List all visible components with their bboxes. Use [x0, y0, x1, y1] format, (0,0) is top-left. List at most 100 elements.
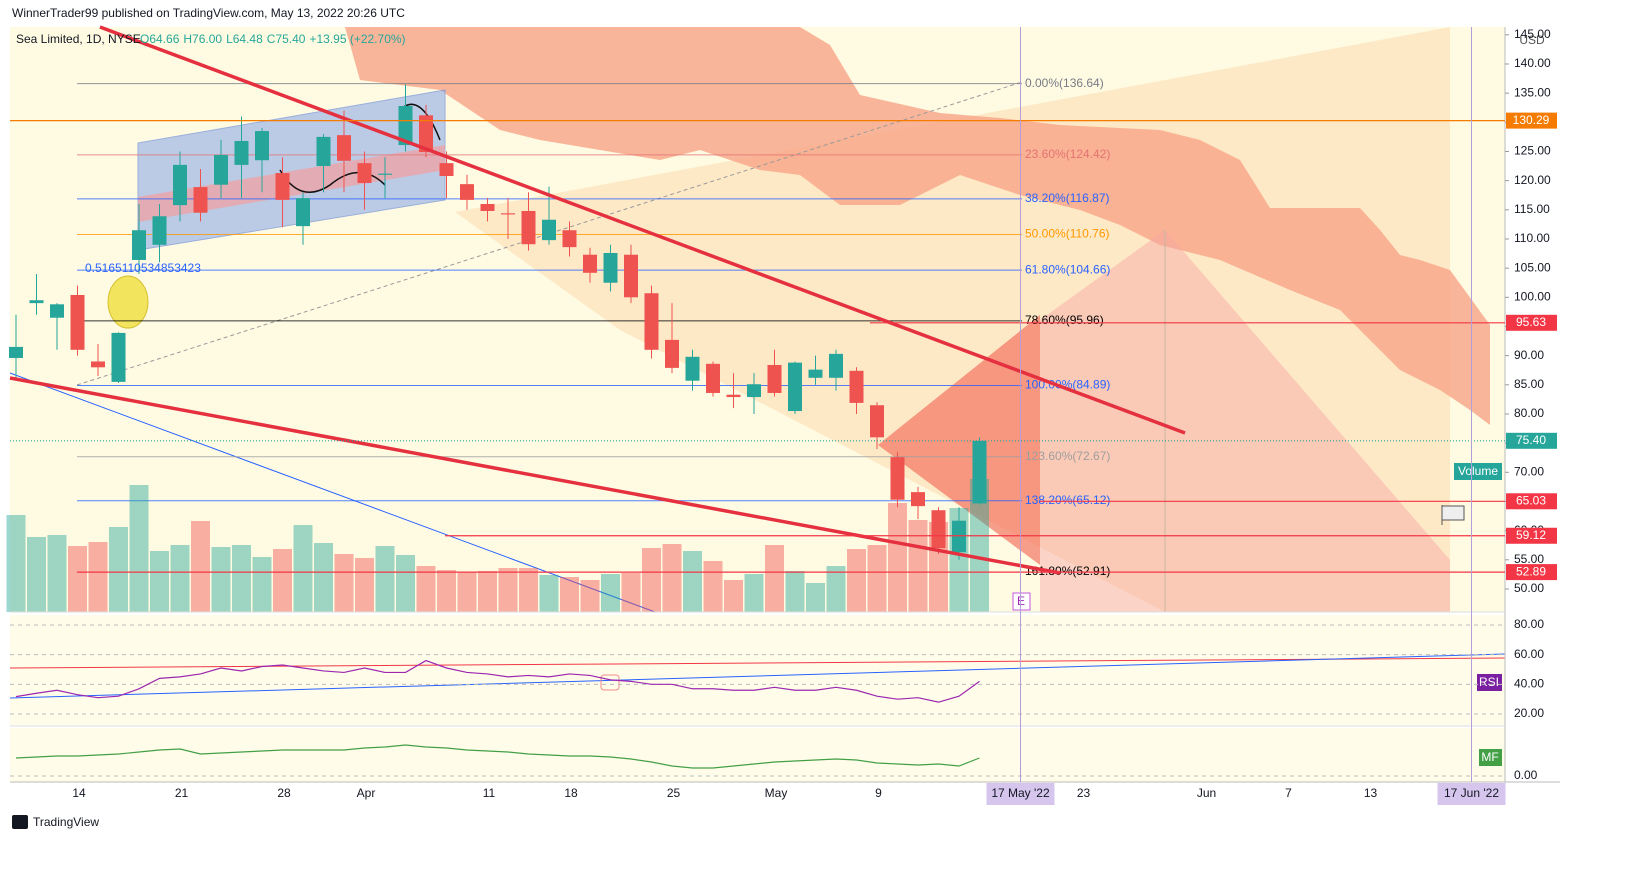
candle-body [562, 230, 577, 248]
candle-body [234, 140, 249, 165]
x-tick-label: 18 [564, 786, 578, 800]
rsi-badge [1477, 674, 1502, 691]
volume-bar [478, 571, 497, 612]
ohlc-value: C75.40 [267, 32, 306, 46]
candle-body [665, 339, 679, 368]
volume-bar [129, 485, 149, 612]
y-tick-label: 70.00 [1514, 464, 1544, 478]
candle-body [337, 135, 351, 161]
volume-bar [621, 573, 641, 612]
data-layer: 0.00%(136.64) 23.60%(124.42) 38.20%(116.87… [6, 76, 1110, 612]
volume-bar [498, 568, 518, 612]
volume-bar [560, 577, 579, 612]
upper-trend [99, 25, 1186, 435]
candle-body [132, 230, 146, 260]
volume-bar [314, 543, 333, 612]
red-triangle [878, 315, 1040, 565]
price-tag [1506, 314, 1557, 331]
volume-bar [744, 574, 764, 612]
candle-body [624, 254, 638, 298]
candle-body [357, 163, 372, 183]
fib-label: 0.00%(136.64) [1025, 76, 1104, 90]
symbol: Sea Limited, 1D, NYSE [16, 32, 141, 46]
candle-body [439, 163, 454, 176]
y-tick-label: 145.00 [1514, 27, 1551, 41]
candle-body [296, 198, 310, 227]
volume-bar [457, 572, 477, 612]
osc-tick-label: 40.00 [1514, 676, 1544, 690]
symbol-legend: Sea Limited, 1D, NYSE O64.66 H76.00 L64.48… [16, 32, 406, 46]
candle-body [460, 184, 474, 200]
volume-bar [601, 574, 620, 612]
osc-tick-label: 80.00 [1514, 617, 1544, 631]
candle-body [972, 440, 987, 504]
date-marker-box [986, 783, 1055, 805]
annotation: 0.5165110534853423 [85, 261, 201, 275]
volume-bar [437, 570, 456, 612]
x-tick-label: 23 [1077, 786, 1091, 800]
candle-body [583, 254, 597, 273]
fib-label: 38.20%(116.87) [1025, 191, 1110, 205]
candle-body [398, 105, 413, 146]
ohlc-value: O64.66 [140, 32, 180, 46]
volume-bar [6, 515, 26, 612]
fib-label: 61.80%(104.66) [1025, 262, 1110, 276]
mf-pane [10, 728, 1505, 782]
volume-bar [273, 549, 292, 612]
volume-bar [232, 545, 251, 612]
rsi-marker [600, 674, 620, 691]
osc-tick-label: 20.00 [1514, 706, 1544, 720]
price-tag-label: 130.29 [1513, 113, 1550, 127]
volume-bar [396, 555, 415, 612]
y-tick-label: 135.00 [1514, 85, 1551, 99]
publish-header: WinnerTrader99 published on TradingView.… [12, 6, 405, 20]
x-tick-label: 28 [277, 786, 291, 800]
ohlc-value: L64.48 [226, 32, 263, 46]
candle-body [419, 115, 433, 153]
volume-bar [109, 527, 128, 612]
candle-body [911, 492, 925, 507]
candle-body [50, 304, 64, 318]
volume-bar [68, 546, 87, 612]
cloud-zone [345, 27, 1490, 425]
volume-bar [765, 545, 784, 612]
osc-tick-label: 0.00 [1514, 768, 1538, 782]
volume-bar [888, 503, 907, 612]
fib-label: 50.00%(110.76) [1025, 227, 1110, 241]
y-tick-label: 85.00 [1514, 377, 1544, 391]
candle-body [70, 294, 85, 350]
price-tag-label: 59.12 [1516, 528, 1546, 542]
pink-zone [1040, 230, 1450, 612]
volume-bar [47, 535, 67, 612]
candle-body [829, 353, 843, 378]
x-tick-label: 17 May '22 [991, 786, 1050, 800]
x-tick-label: May [765, 786, 788, 800]
volume-bar [908, 520, 928, 612]
candle-body [890, 457, 905, 500]
fib-label: 78.60%(95.96) [1025, 313, 1104, 327]
footer: TradingView [33, 815, 99, 829]
y-tick-label: 55.00 [1514, 552, 1544, 566]
volume-badge [1454, 463, 1502, 480]
volume-bar [355, 558, 374, 612]
y-tick-label: 100.00 [1514, 289, 1551, 303]
rsi-red-line [9, 657, 1506, 669]
x-tick-label: 25 [667, 786, 681, 800]
x-tick-label: 13 [1364, 786, 1378, 800]
candle-body [747, 384, 761, 398]
rsi-label: RSI [1479, 675, 1499, 689]
mf-label: MF [1481, 750, 1498, 764]
price-tag-label: 65.03 [1516, 493, 1546, 507]
event-badge [1012, 592, 1031, 611]
volume-bar [334, 554, 354, 612]
candle-body [255, 131, 269, 161]
logo [12, 815, 28, 829]
volume-bar [170, 545, 190, 612]
fib-label: 138.20%(65.12) [1025, 493, 1110, 507]
candle-body [152, 216, 167, 245]
candle-body [542, 219, 556, 241]
price-tag [1506, 564, 1557, 581]
y-tick-label: 120.00 [1514, 173, 1551, 187]
